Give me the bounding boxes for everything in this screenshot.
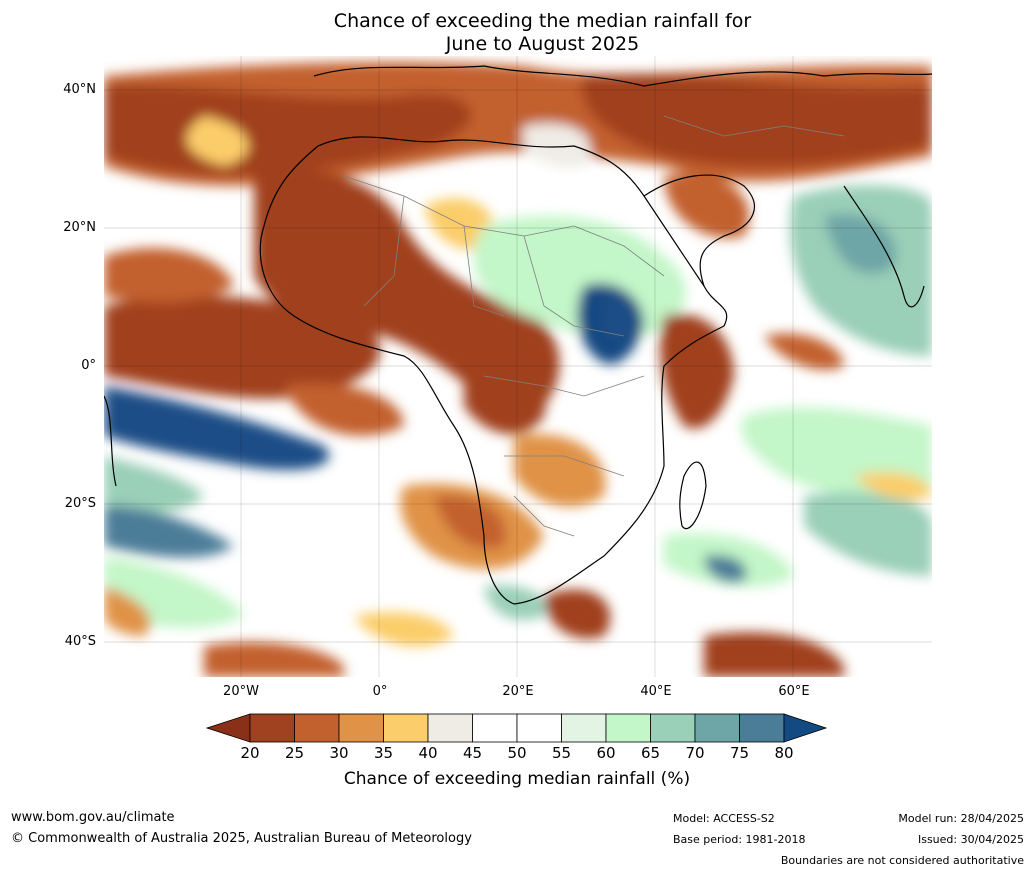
colorbar-tick-label: 70 bbox=[685, 744, 705, 762]
lon-label-20e: 20°E bbox=[502, 684, 534, 699]
coastlines bbox=[104, 65, 932, 605]
india-coastline bbox=[843, 185, 925, 308]
colorbar-tick-label: 50 bbox=[507, 744, 527, 762]
graticule bbox=[104, 56, 932, 677]
lon-label-60e: 60°E bbox=[778, 684, 810, 699]
lon-label-20w: 20°W bbox=[223, 684, 259, 699]
colorbar-segment bbox=[427, 713, 473, 743]
colorbar-segment bbox=[516, 713, 562, 743]
rainfall-probability-field bbox=[104, 61, 932, 677]
colorbar-tick-label: 60 bbox=[596, 744, 616, 762]
lat-label-40s: 40°S bbox=[64, 634, 96, 649]
country-boundaries bbox=[343, 115, 845, 537]
map-title: Chance of exceeding the median rainfall … bbox=[0, 10, 1035, 56]
colorbar-under-arrow bbox=[205, 713, 251, 743]
colorbar-label: Chance of exceeding median rainfall (%) bbox=[343, 769, 691, 789]
europe-coastline bbox=[313, 65, 932, 87]
colorbar-tick-label: 25 bbox=[284, 744, 305, 762]
arabia-coastline bbox=[643, 174, 755, 287]
footer-disclaimer: Boundaries are not considered authoritat… bbox=[780, 854, 1024, 867]
lat-label-20s: 20°S bbox=[64, 496, 96, 511]
africa-coastline bbox=[259, 136, 728, 605]
colorbar-svg bbox=[205, 713, 828, 743]
colorbar-tick-label: 35 bbox=[373, 744, 394, 762]
colorbar-segment bbox=[739, 713, 785, 743]
footer-model-run: Model run: 28/04/2025 bbox=[898, 812, 1024, 825]
colorbar-tick-label: 30 bbox=[329, 744, 349, 762]
lat-label-20n: 20°N bbox=[63, 220, 96, 235]
colorbar-segment bbox=[561, 713, 607, 743]
colorbar-tick-label: 80 bbox=[774, 744, 794, 762]
colorbar-tick-label: 75 bbox=[729, 744, 750, 762]
lon-label-40e: 40°E bbox=[640, 684, 672, 699]
colorbar-segment bbox=[650, 713, 696, 743]
colorbar-tick-label: 20 bbox=[240, 744, 260, 762]
colorbar-tick-label: 65 bbox=[640, 744, 661, 762]
footer-issued: Issued: 30/04/2025 bbox=[917, 833, 1024, 846]
lat-label-0: 0° bbox=[81, 358, 96, 373]
footer-base-period: Base period: 1981-2018 bbox=[673, 833, 806, 846]
map-svg bbox=[104, 56, 932, 677]
footer-website: www.bom.gov.au/climate bbox=[11, 810, 175, 825]
colorbar-segment bbox=[472, 713, 518, 743]
colorbar-segment bbox=[338, 713, 384, 743]
colorbar-segment bbox=[294, 713, 340, 743]
colorbar-tick-label: 55 bbox=[551, 744, 572, 762]
colorbar bbox=[205, 713, 830, 747]
footer-copyright: © Commonwealth of Australia 2025, Austra… bbox=[11, 831, 472, 846]
rainfall-map bbox=[104, 56, 932, 677]
colorbar-segment bbox=[694, 713, 740, 743]
footer-model: Model: ACCESS-S2 bbox=[673, 812, 775, 825]
colorbar-segment bbox=[605, 713, 651, 743]
colorbar-tick-label: 40 bbox=[418, 744, 438, 762]
south-america-coastline bbox=[104, 395, 117, 487]
colorbar-segment bbox=[249, 713, 295, 743]
colorbar-segment bbox=[383, 713, 429, 743]
lon-label-0: 0° bbox=[372, 684, 388, 699]
colorbar-over-arrow bbox=[783, 713, 828, 743]
title-line-1: Chance of exceeding the median rainfall … bbox=[333, 10, 752, 32]
colorbar-tick-label: 45 bbox=[462, 744, 483, 762]
title-line-2: June to August 2025 bbox=[445, 33, 640, 55]
madagascar-coastline bbox=[679, 461, 707, 530]
lat-label-40n: 40°N bbox=[63, 82, 96, 97]
